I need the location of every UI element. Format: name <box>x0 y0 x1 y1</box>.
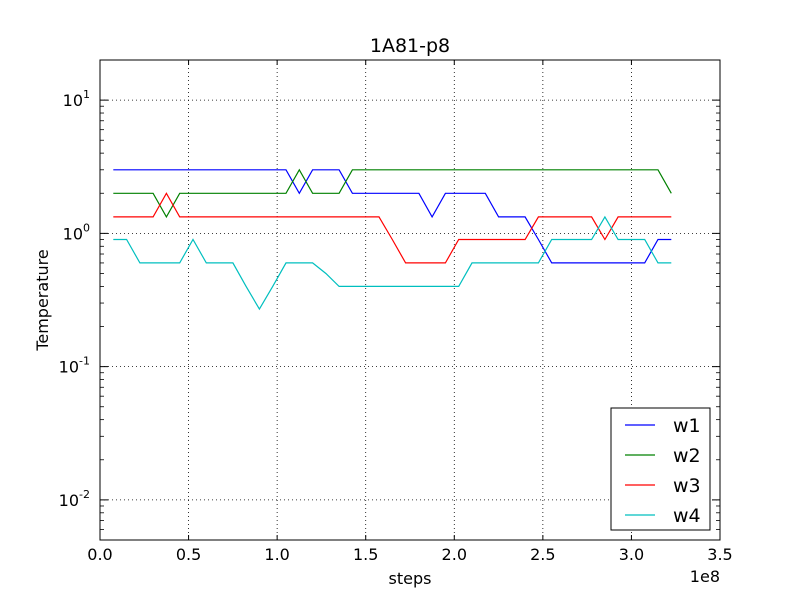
y-tick-label: 100 <box>63 221 90 243</box>
y-tick-label: 10-1 <box>59 355 90 377</box>
y-axis-label: Temperature <box>33 249 52 351</box>
legend-box <box>610 407 711 531</box>
legend-label-w3: w3 <box>673 475 701 497</box>
x-tick-label: 1.5 <box>353 545 378 564</box>
x-tick-label: 0.5 <box>176 545 201 564</box>
legend: w1 w2 w3 w4 <box>610 407 711 531</box>
x-tick-label: 2.0 <box>442 545 467 564</box>
plot-frame <box>99 59 721 541</box>
series-line-w2 <box>113 168 672 219</box>
series-lines <box>113 168 672 311</box>
x-tick-label: 0.0 <box>87 545 112 564</box>
x-tick-label: 2.5 <box>530 545 555 564</box>
x-axis-offset-label: 1e8 <box>690 567 720 586</box>
axis-ticks: 0.0 0.5 1.0 1.5 2.0 2.5 3.0 3.5 10-2 10-1 100 101 <box>59 60 733 564</box>
legend-label-w1: w1 <box>673 415 701 437</box>
legend-label-w4: w4 <box>673 505 701 527</box>
x-axis-label: steps <box>389 569 432 588</box>
x-tick-label: 3.5 <box>707 545 732 564</box>
chart-title: 1A81-p8 <box>370 35 450 57</box>
legend-label-w2: w2 <box>673 445 701 467</box>
series-line-w1 <box>113 169 672 264</box>
series-line-w3 <box>113 192 672 264</box>
y-tick-label: 10-2 <box>59 488 90 510</box>
x-tick-label: 3.0 <box>619 545 644 564</box>
y-tick-label: 101 <box>63 88 90 110</box>
series-line-w4 <box>113 215 672 311</box>
x-tick-label: 1.0 <box>264 545 289 564</box>
